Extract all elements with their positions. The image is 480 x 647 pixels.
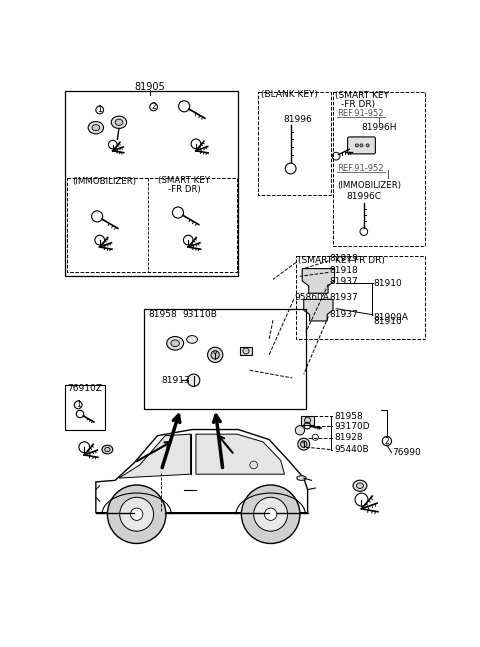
Polygon shape — [196, 434, 285, 474]
Polygon shape — [302, 269, 335, 293]
Circle shape — [150, 103, 157, 111]
Text: 81918: 81918 — [329, 266, 358, 274]
Ellipse shape — [187, 336, 197, 344]
Text: 81996C: 81996C — [346, 193, 381, 201]
Text: (IMMOBILIZER): (IMMOBILIZER) — [337, 181, 401, 190]
Text: (SMART KEY: (SMART KEY — [158, 175, 210, 184]
Bar — [240, 347, 252, 355]
Bar — [67, 178, 237, 272]
Circle shape — [295, 426, 304, 435]
Bar — [144, 309, 306, 409]
Text: 76910Z: 76910Z — [67, 384, 102, 393]
Circle shape — [264, 508, 277, 520]
Ellipse shape — [102, 445, 113, 454]
Circle shape — [254, 498, 288, 531]
Ellipse shape — [357, 483, 363, 488]
Text: 2: 2 — [151, 102, 156, 111]
Circle shape — [303, 441, 305, 443]
Ellipse shape — [171, 340, 180, 347]
Circle shape — [304, 417, 311, 423]
Circle shape — [243, 348, 249, 354]
Text: REF.91-952: REF.91-952 — [337, 109, 384, 118]
Ellipse shape — [300, 441, 307, 447]
Ellipse shape — [297, 476, 306, 480]
Text: 81937: 81937 — [329, 277, 358, 286]
Bar — [296, 256, 425, 340]
Text: (SMART KEY: (SMART KEY — [336, 91, 389, 100]
Text: (IMMOBILIZER): (IMMOBILIZER) — [72, 177, 136, 186]
Bar — [301, 416, 314, 424]
Ellipse shape — [298, 438, 310, 450]
Circle shape — [188, 374, 200, 386]
Text: 2: 2 — [384, 437, 389, 446]
Text: -FR DR): -FR DR) — [341, 100, 376, 109]
Ellipse shape — [353, 480, 367, 491]
Text: REF.91-952: REF.91-952 — [337, 164, 384, 173]
Bar — [65, 91, 238, 276]
Text: (BLANK KEY): (BLANK KEY) — [262, 90, 318, 99]
Polygon shape — [96, 430, 308, 512]
Text: 81928: 81928 — [335, 433, 363, 443]
Text: 1: 1 — [76, 400, 81, 410]
Polygon shape — [304, 300, 333, 321]
Ellipse shape — [105, 447, 110, 452]
Circle shape — [214, 351, 216, 353]
Circle shape — [108, 485, 166, 543]
FancyBboxPatch shape — [348, 137, 375, 154]
Polygon shape — [119, 434, 191, 478]
Text: 81937: 81937 — [329, 311, 358, 320]
Text: 93170D: 93170D — [335, 422, 370, 431]
Circle shape — [250, 461, 258, 469]
Ellipse shape — [167, 336, 184, 350]
Circle shape — [120, 498, 154, 531]
Ellipse shape — [211, 351, 219, 359]
Text: 81919: 81919 — [329, 254, 358, 263]
Circle shape — [131, 508, 143, 520]
Circle shape — [366, 144, 369, 147]
Circle shape — [382, 437, 392, 446]
Text: (SMART KEY-FR DR): (SMART KEY-FR DR) — [299, 256, 385, 265]
Text: 81900A: 81900A — [374, 313, 408, 322]
Bar — [333, 91, 425, 245]
Ellipse shape — [88, 122, 104, 134]
Text: 81913: 81913 — [161, 376, 190, 385]
Text: 81958: 81958 — [335, 412, 363, 421]
Text: 81905: 81905 — [134, 82, 165, 92]
Circle shape — [355, 144, 359, 147]
Text: 81910: 81910 — [374, 279, 403, 288]
Text: 1: 1 — [97, 105, 102, 115]
Text: 81958: 81958 — [148, 309, 177, 318]
Text: 95440B: 95440B — [335, 445, 369, 454]
Text: 76990: 76990 — [392, 448, 421, 457]
Text: 81996: 81996 — [284, 116, 312, 124]
Circle shape — [96, 106, 104, 114]
Text: 93110B: 93110B — [182, 309, 217, 318]
Circle shape — [241, 485, 300, 543]
Ellipse shape — [207, 347, 223, 362]
Text: 81996H: 81996H — [361, 123, 397, 132]
Ellipse shape — [111, 116, 127, 129]
Bar — [332, 413, 401, 459]
Circle shape — [360, 144, 363, 147]
Bar — [65, 385, 105, 430]
Ellipse shape — [92, 125, 100, 131]
Text: 81910: 81910 — [374, 317, 403, 326]
Text: 95860A: 95860A — [295, 292, 329, 302]
Circle shape — [74, 401, 82, 409]
Ellipse shape — [115, 119, 123, 126]
Bar — [258, 91, 332, 195]
Text: -FR DR): -FR DR) — [168, 185, 201, 194]
Text: 81937: 81937 — [329, 292, 358, 302]
